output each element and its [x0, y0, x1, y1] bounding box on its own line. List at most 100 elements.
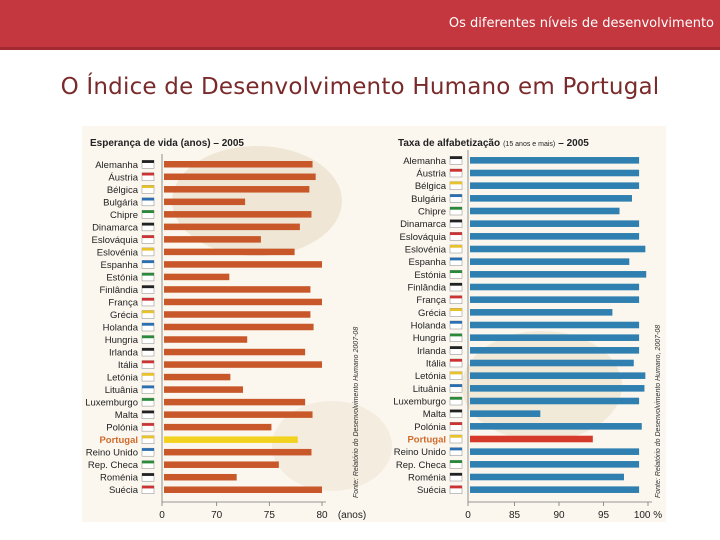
category-label: Suécia [417, 485, 447, 496]
flag-stripe [450, 308, 462, 312]
category-label: Letónia [415, 371, 447, 382]
flag-stripe [450, 371, 462, 375]
flag-stripe [450, 245, 462, 248]
bar [470, 321, 640, 329]
flag-stripe [142, 410, 154, 414]
category-label: Polónia [414, 422, 446, 433]
bar [470, 296, 640, 303]
flag-stripe [450, 156, 462, 160]
flag-stripe [450, 270, 462, 274]
category-label: Espanha [100, 260, 138, 271]
flag-stripe [450, 295, 462, 299]
category-label: Itália [118, 360, 139, 371]
x-tick-label: 0 [159, 510, 165, 521]
category-label: Letónia [107, 373, 139, 384]
bar [164, 323, 314, 331]
flag-icon [141, 235, 155, 244]
flag-icon [141, 297, 155, 307]
flag-stripe [142, 385, 154, 389]
category-label: Polónia [106, 423, 138, 434]
chart-life-expectancy: Esperança de vida (anos) – 2005 AlemanhaÁ… [85, 138, 366, 521]
bar [470, 182, 640, 189]
flag-stripe [450, 232, 462, 236]
flag-stripe [142, 285, 154, 289]
category-label: Irlanda [417, 346, 447, 357]
bar [164, 448, 312, 456]
flag-stripe [450, 422, 462, 426]
category-label: Luxemburgo [393, 397, 446, 408]
x-tick-label: 0 [465, 510, 471, 521]
bar [470, 334, 640, 341]
flag-stripe [450, 207, 462, 210]
bar [164, 486, 322, 493]
flag-stripe [450, 473, 462, 476]
flag-icon [141, 360, 155, 369]
flag-stripe [142, 435, 154, 439]
category-label: Alemanha [95, 160, 138, 171]
category-label: Alemanha [403, 156, 446, 167]
bar [470, 309, 613, 316]
bar [164, 373, 231, 381]
flag-stripe [142, 423, 154, 426]
bar [164, 186, 310, 193]
bar [470, 271, 647, 278]
category-label: Malta [115, 410, 139, 421]
header-bar: Os diferentes níveis de desenvolvimento [0, 0, 720, 50]
chart-figure: Esperança de vida (anos) – 2005 Alemanha Á… [82, 126, 666, 522]
bar [164, 386, 243, 393]
category-label: Itália [426, 359, 447, 370]
bar [164, 173, 316, 181]
x-tick-label: 70 [211, 510, 223, 521]
bar [164, 298, 322, 306]
category-label: Grécia [418, 308, 447, 319]
flag-stripe [450, 219, 462, 223]
category-label: Irlanda [109, 348, 139, 359]
bar [470, 169, 640, 177]
bar [164, 248, 295, 256]
flag-stripe [142, 260, 154, 264]
category-label: Malta [423, 409, 447, 420]
bar [470, 448, 640, 455]
bar [164, 223, 300, 231]
flag-stripe [450, 194, 462, 198]
category-label: Dinamarca [92, 222, 139, 233]
flag-stripe [450, 181, 462, 185]
flag-icon [449, 270, 463, 279]
bar [164, 473, 237, 481]
category-label: Luxemburgo [85, 398, 138, 409]
bar [470, 157, 640, 164]
bar [470, 410, 541, 417]
category-label: Bulgária [103, 197, 139, 208]
bar [470, 461, 640, 468]
chart-title: Taxa de alfabetização (15 anos e mais) – 2… [398, 138, 589, 149]
category-label: Estónia [414, 270, 446, 281]
flag-stripe [142, 247, 154, 251]
flag-stripe [450, 435, 462, 438]
x-tick-label: 85 [509, 510, 521, 521]
flag-stripe [450, 321, 462, 324]
flag-stripe [142, 297, 154, 301]
bar [470, 220, 640, 227]
flag-stripe [450, 460, 462, 464]
flag-icon [141, 272, 155, 282]
x-tick-label: 75 [264, 510, 276, 521]
category-label: Finlândia [99, 285, 138, 296]
flag-stripe [142, 373, 154, 376]
bar [470, 385, 645, 392]
x-tick-label: 90 [553, 510, 565, 521]
bar [470, 233, 640, 240]
flag-stripe [142, 185, 154, 188]
bar [470, 397, 640, 405]
category-label: Grécia [110, 310, 139, 321]
bar [164, 436, 298, 443]
category-label: Holanda [411, 321, 447, 332]
flag-stripe [450, 384, 462, 388]
bar [164, 273, 230, 281]
category-label: França [108, 297, 138, 308]
bar [164, 411, 313, 418]
flag-stripe [450, 257, 462, 261]
bar [470, 283, 640, 291]
flag-stripe [450, 283, 462, 286]
category-label: Bulgária [411, 194, 447, 205]
x-axis-label: (anos) [338, 510, 366, 521]
